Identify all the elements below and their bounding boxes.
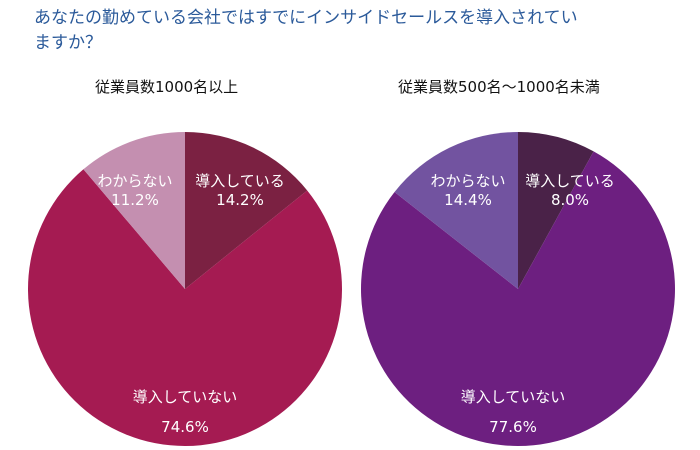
pie-slice-c0-s1 — [28, 169, 342, 447]
label-c1-adopted: 導入している 8.0% — [525, 172, 615, 209]
pie-slice-c0-s0 — [185, 132, 308, 289]
pie-slice-c1-s0 — [518, 132, 594, 289]
pie-slice-c1-s2 — [394, 132, 518, 289]
pie-slice-c1-s1 — [361, 151, 676, 446]
chart-title: あなたの勤めている会社ではすでにインサイドセールスを導入されていますか？ — [34, 8, 578, 53]
pie-slice-c0-s2 — [83, 132, 185, 289]
label-c0-adopted: 導入している 14.2% — [195, 172, 285, 209]
label-c0-unknown: わからない 11.2% — [97, 172, 173, 209]
label-c1-not-adopted: 導入していない 77.6% — [460, 388, 566, 436]
pie-title-mid-companies: 従業員数500名～1000名未満 — [398, 78, 600, 96]
label-c1-unknown: わからない 14.4% — [430, 172, 506, 209]
label-c0-not-adopted: 導入していない 74.6% — [132, 388, 238, 436]
pie-title-large-companies: 従業員数1000名以上 — [95, 78, 239, 96]
